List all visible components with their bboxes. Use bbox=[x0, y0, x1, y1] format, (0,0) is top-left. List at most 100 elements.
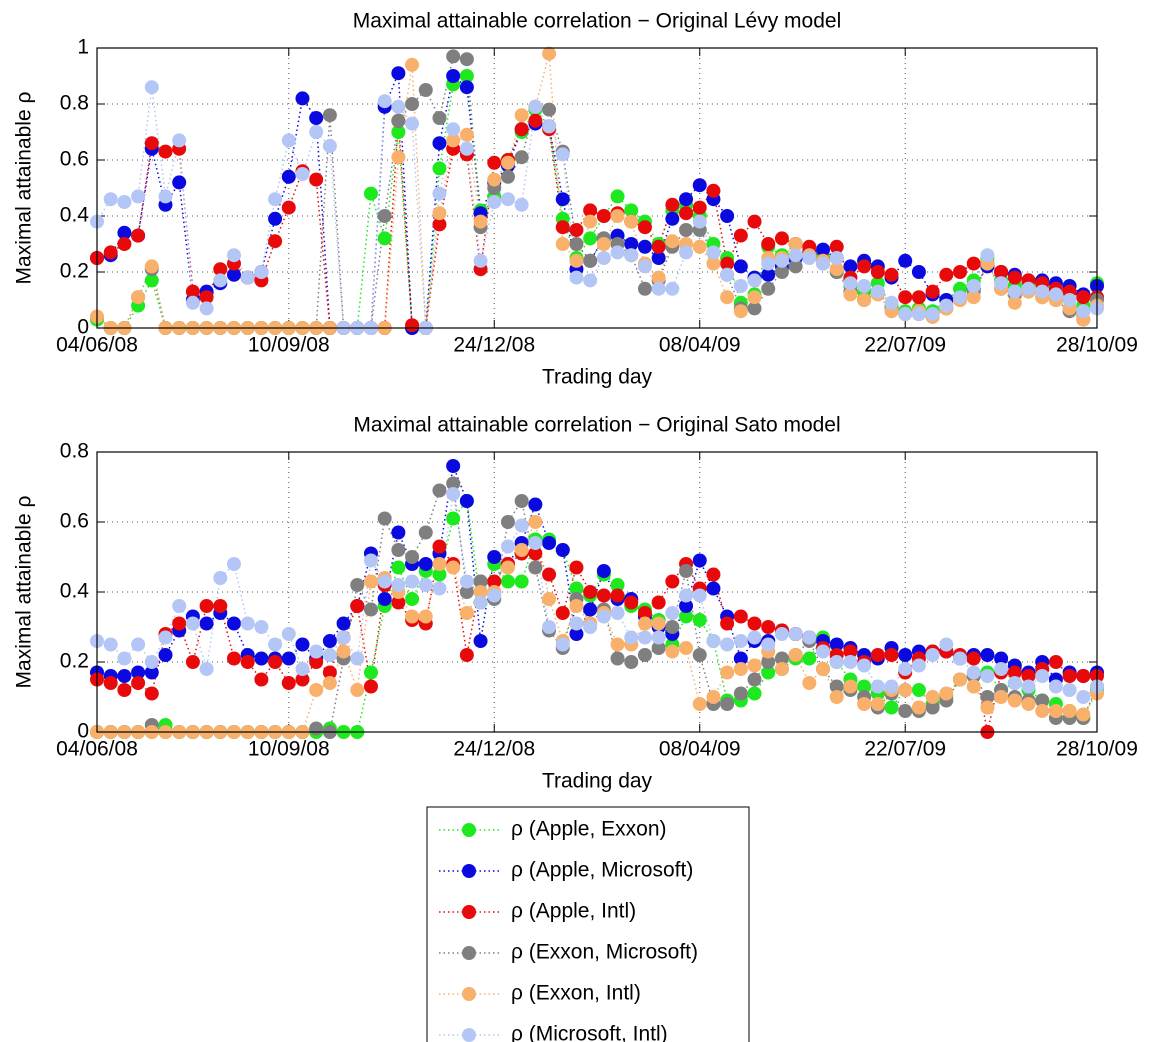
x-tick-label: 10/09/08 bbox=[248, 738, 330, 761]
data-point bbox=[583, 602, 598, 617]
data-point bbox=[226, 248, 241, 263]
data-point bbox=[911, 307, 926, 321]
data-point bbox=[857, 259, 872, 274]
data-point bbox=[980, 669, 995, 683]
y-tick-label: 0.4 bbox=[60, 204, 90, 227]
data-point bbox=[281, 676, 296, 690]
data-point bbox=[405, 609, 420, 624]
x-tick-label: 28/10/09 bbox=[1056, 738, 1138, 761]
data-point bbox=[583, 253, 598, 268]
data-point bbox=[733, 651, 748, 666]
data-point bbox=[405, 57, 420, 72]
data-point bbox=[911, 290, 926, 305]
data-point bbox=[980, 648, 995, 662]
data-point bbox=[583, 273, 598, 288]
data-point bbox=[720, 637, 735, 652]
data-point bbox=[1007, 270, 1022, 285]
data-point bbox=[911, 700, 926, 715]
data-point bbox=[446, 49, 461, 64]
data-point bbox=[679, 206, 694, 221]
data-point bbox=[898, 683, 913, 697]
data-point bbox=[829, 251, 844, 265]
data-point bbox=[1007, 284, 1022, 299]
data-point bbox=[309, 172, 324, 187]
data-point bbox=[295, 167, 310, 181]
data-point bbox=[158, 630, 173, 645]
data-point bbox=[816, 644, 831, 659]
data-point bbox=[377, 574, 392, 589]
data-point bbox=[692, 214, 707, 229]
data-point bbox=[1062, 683, 1077, 697]
data-point bbox=[816, 662, 831, 676]
data-point bbox=[103, 192, 118, 207]
data-point bbox=[569, 627, 584, 641]
data-point bbox=[651, 251, 666, 265]
data-point bbox=[774, 662, 789, 676]
data-point bbox=[925, 648, 940, 662]
data-point bbox=[651, 595, 666, 610]
data-point bbox=[857, 679, 872, 694]
data-point bbox=[240, 655, 255, 669]
data-point bbox=[884, 295, 899, 310]
data-point bbox=[679, 564, 694, 578]
data-point bbox=[761, 237, 776, 251]
legend-marker bbox=[462, 987, 476, 1001]
data-point bbox=[103, 637, 118, 652]
data-point bbox=[459, 80, 474, 95]
data-point bbox=[1062, 669, 1077, 683]
data-point bbox=[144, 80, 159, 95]
plot-area bbox=[97, 48, 1097, 328]
x-tick-label: 24/12/08 bbox=[453, 334, 535, 357]
data-point bbox=[637, 220, 652, 235]
data-point bbox=[322, 648, 337, 662]
data-point bbox=[213, 262, 228, 277]
data-point bbox=[720, 256, 735, 271]
data-point bbox=[555, 543, 570, 557]
data-point bbox=[391, 99, 406, 114]
data-point bbox=[747, 214, 762, 229]
data-point bbox=[528, 560, 543, 575]
data-point bbox=[870, 284, 885, 299]
y-tick-label: 0.8 bbox=[60, 92, 89, 115]
data-point bbox=[898, 704, 913, 718]
data-point bbox=[555, 147, 570, 162]
x-tick-label: 22/07/09 bbox=[864, 738, 946, 761]
data-point bbox=[144, 686, 159, 701]
data-point bbox=[542, 46, 557, 61]
data-point bbox=[802, 651, 817, 666]
data-point bbox=[637, 281, 652, 296]
data-point bbox=[651, 641, 666, 655]
data-point bbox=[309, 111, 324, 125]
data-point bbox=[569, 253, 584, 268]
data-point bbox=[350, 651, 365, 666]
data-point bbox=[542, 592, 557, 606]
data-point bbox=[309, 644, 324, 659]
data-point bbox=[980, 700, 995, 715]
data-point bbox=[514, 543, 529, 557]
data-point bbox=[226, 616, 241, 631]
data-point bbox=[446, 69, 461, 83]
data-point bbox=[624, 630, 639, 645]
data-point bbox=[994, 651, 1009, 666]
data-point bbox=[432, 136, 447, 151]
data-point bbox=[268, 234, 283, 249]
y-tick-label: 0 bbox=[77, 720, 89, 743]
data-point bbox=[925, 284, 940, 299]
legend-label: ρ (Apple, Microsoft) bbox=[511, 859, 693, 882]
data-point bbox=[1076, 304, 1091, 319]
data-point bbox=[884, 679, 899, 694]
data-point bbox=[500, 560, 515, 575]
data-point bbox=[336, 644, 351, 659]
data-point bbox=[692, 588, 707, 603]
data-point bbox=[939, 298, 954, 313]
data-point bbox=[1048, 704, 1063, 718]
data-point bbox=[665, 606, 680, 620]
data-point bbox=[733, 228, 748, 243]
y-axis-label: Maximal attainable ρ bbox=[13, 92, 36, 285]
data-point bbox=[720, 665, 735, 680]
data-point bbox=[1062, 704, 1077, 718]
data-point bbox=[692, 200, 707, 215]
data-point bbox=[131, 637, 146, 652]
legend-label: ρ (Apple, Exxon) bbox=[511, 818, 667, 841]
data-point bbox=[870, 265, 885, 279]
